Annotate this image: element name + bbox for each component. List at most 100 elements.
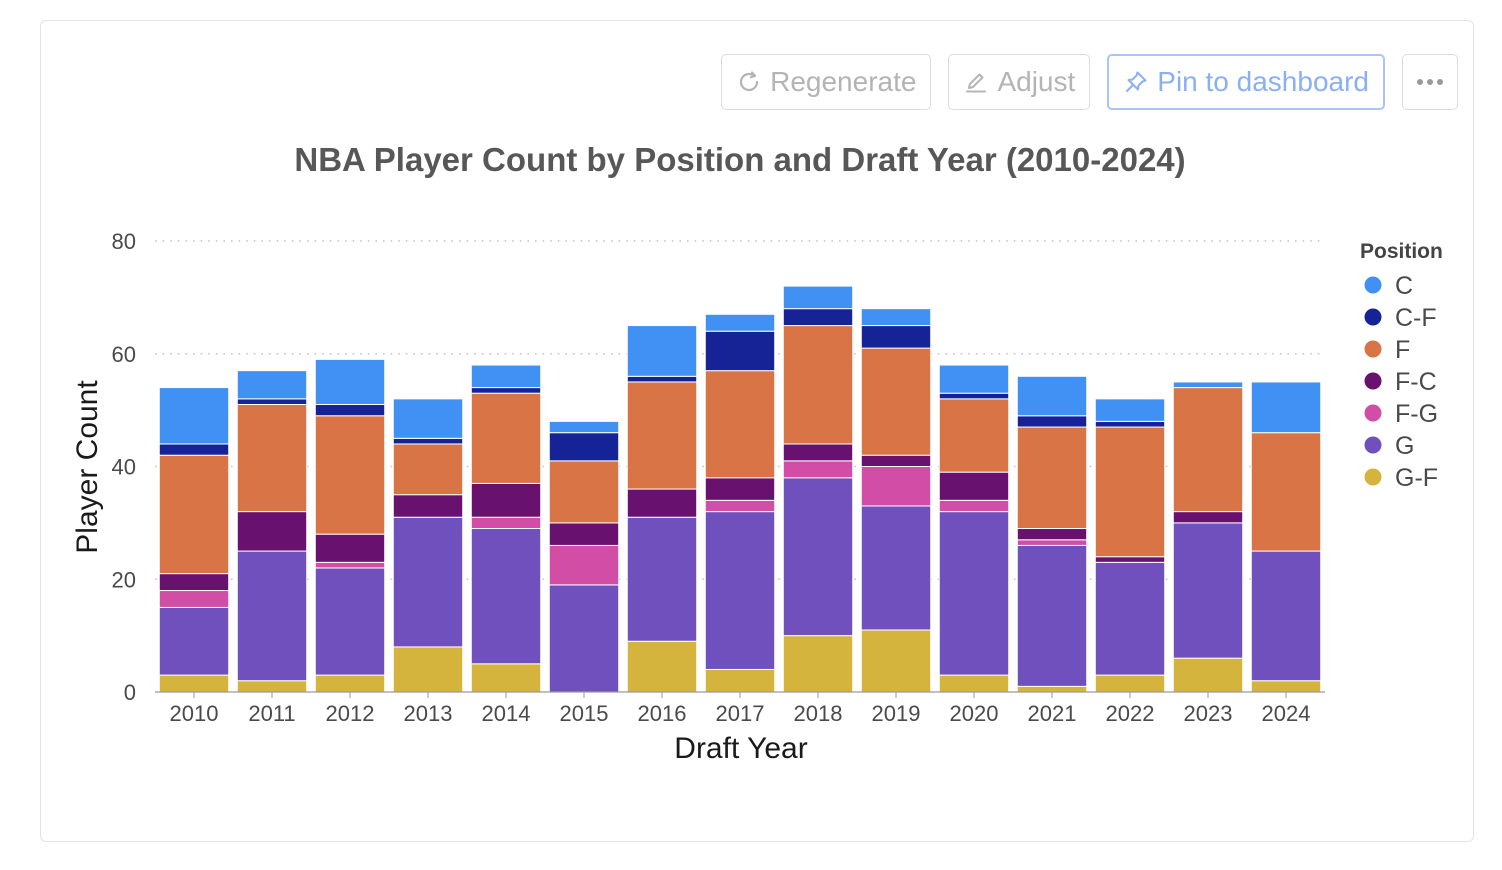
bar-segment-2018-F-C[interactable] [782, 443, 854, 462]
bar-segment-2014-F[interactable] [470, 392, 542, 484]
bar-segment-2022-C-F[interactable] [1094, 420, 1166, 428]
bar-segment-2013-F-C[interactable] [392, 494, 464, 518]
bar-segment-2020-F-G[interactable] [938, 499, 1010, 513]
bar-segment-2012-F-C[interactable] [314, 533, 386, 563]
bar-segment-2014-F-C[interactable] [470, 482, 542, 518]
bar-segment-2011-C-F[interactable] [236, 398, 308, 405]
bar-segment-2017-F-C[interactable] [704, 477, 776, 501]
bar-segment-2017-F-G[interactable] [704, 499, 776, 513]
bar-segment-2015-C-F[interactable] [548, 432, 620, 462]
bar-segment-2010-C-F[interactable] [158, 443, 230, 456]
bar-segment-2015-C[interactable] [548, 420, 620, 434]
bar-segment-2019-G[interactable] [860, 505, 932, 631]
bar-segment-2020-C-F[interactable] [938, 392, 1010, 400]
bar-segment-2019-F-G[interactable] [860, 466, 932, 507]
bar-segment-2020-C[interactable] [938, 364, 1010, 394]
bar-segment-2019-C-F[interactable] [860, 325, 932, 349]
bar-segment-2022-C[interactable] [1094, 398, 1166, 422]
bar-segment-2017-F[interactable] [704, 370, 776, 479]
bar-segment-2012-F-G[interactable] [314, 561, 386, 569]
bar-segment-2014-C[interactable] [470, 364, 542, 389]
bar-segment-2023-F[interactable] [1172, 387, 1244, 513]
bar-segment-2020-G-F[interactable] [938, 674, 1010, 693]
bar-segment-2019-F[interactable] [860, 347, 932, 456]
bar-segment-2022-F[interactable] [1094, 426, 1166, 558]
bar-segment-2013-G[interactable] [392, 516, 464, 648]
bar-segment-2013-G-F[interactable] [392, 646, 464, 693]
bar-segment-2018-C[interactable] [782, 285, 854, 310]
bar-segment-2024-G[interactable] [1250, 550, 1322, 682]
bar-segment-2011-G-F[interactable] [236, 680, 308, 693]
bar-segment-2022-F-C[interactable] [1094, 556, 1166, 563]
bar-segment-2012-G-F[interactable] [314, 674, 386, 693]
bar-segment-2023-F-C[interactable] [1172, 511, 1244, 524]
bar-segment-2024-G-F[interactable] [1250, 680, 1322, 693]
bar-segment-2015-F-G[interactable] [548, 544, 620, 586]
bar-segment-2019-F-C[interactable] [860, 454, 932, 468]
bar-segment-2021-F[interactable] [1016, 426, 1088, 530]
bar-segment-2018-C-F[interactable] [782, 308, 854, 327]
bar-segment-2014-G[interactable] [470, 528, 542, 665]
bar-segment-2013-C[interactable] [392, 398, 464, 439]
bar-segment-2014-G-F[interactable] [470, 663, 542, 693]
bar-segment-2022-G-F[interactable] [1094, 674, 1166, 693]
bar-segment-2016-G[interactable] [626, 516, 698, 642]
bar-segment-2010-F-C[interactable] [158, 573, 230, 592]
pin-to-dashboard-button[interactable]: Pin to dashboard [1107, 54, 1385, 110]
bar-segment-2020-F-C[interactable] [938, 471, 1010, 501]
bar-segment-2023-C[interactable] [1172, 381, 1244, 389]
bar-segment-2023-G[interactable] [1172, 522, 1244, 659]
bar-segment-2017-G-F[interactable] [704, 668, 776, 693]
bar-segment-2020-G[interactable] [938, 511, 1010, 676]
bar-segment-2016-F[interactable] [626, 381, 698, 490]
bar-segment-2018-G[interactable] [782, 477, 854, 637]
bar-segment-2018-G-F[interactable] [782, 635, 854, 693]
bar-segment-2021-F-G[interactable] [1016, 539, 1088, 546]
more-options-button[interactable] [1402, 54, 1458, 110]
bar-segment-2021-C[interactable] [1016, 375, 1088, 417]
bar-segment-2011-G[interactable] [236, 550, 308, 682]
bar-segment-2021-G[interactable] [1016, 544, 1088, 687]
regenerate-button[interactable]: Regenerate [721, 54, 932, 110]
bar-segment-2010-G[interactable] [158, 606, 230, 676]
bar-segment-2011-C[interactable] [236, 370, 308, 400]
bar-segment-2021-G-F[interactable] [1016, 685, 1088, 693]
bar-segment-2015-G[interactable] [548, 584, 620, 693]
bar-segment-2012-G[interactable] [314, 567, 386, 676]
bar-segment-2016-F-C[interactable] [626, 488, 698, 518]
bar-segment-2017-C-F[interactable] [704, 330, 776, 372]
bar-segment-2014-F-G[interactable] [470, 516, 542, 530]
legend-label-F: F [1395, 336, 1410, 364]
bar-segment-2015-F-C[interactable] [548, 522, 620, 546]
adjust-button[interactable]: Adjust [948, 54, 1091, 110]
bar-segment-2020-F[interactable] [938, 398, 1010, 473]
bar-segment-2017-C[interactable] [704, 313, 776, 332]
bar-segment-2011-F[interactable] [236, 403, 308, 513]
bar-segment-2010-F[interactable] [158, 454, 230, 575]
bar-segment-2010-F-G[interactable] [158, 590, 230, 608]
bar-segment-2010-C[interactable] [158, 387, 230, 445]
bar-segment-2013-C-F[interactable] [392, 437, 464, 445]
bar-segment-2015-F[interactable] [548, 460, 620, 524]
bar-segment-2012-C-F[interactable] [314, 403, 386, 417]
bar-segment-2018-F[interactable] [782, 325, 854, 445]
bar-segment-2010-G-F[interactable] [158, 674, 230, 693]
bar-segment-2019-C[interactable] [860, 308, 932, 327]
bar-segment-2018-F-G[interactable] [782, 460, 854, 479]
bar-segment-2012-C[interactable] [314, 358, 386, 405]
bar-segment-2017-G[interactable] [704, 511, 776, 670]
bar-segment-2016-C[interactable] [626, 325, 698, 377]
bar-segment-2011-F-C[interactable] [236, 511, 308, 552]
bar-segment-2012-F[interactable] [314, 415, 386, 535]
bar-segment-2021-F-C[interactable] [1016, 528, 1088, 541]
bar-segment-2014-C-F[interactable] [470, 387, 542, 394]
bar-segment-2019-G-F[interactable] [860, 629, 932, 693]
bar-segment-2022-G[interactable] [1094, 561, 1166, 676]
bar-segment-2024-C[interactable] [1250, 381, 1322, 434]
bar-segment-2021-C-F[interactable] [1016, 415, 1088, 428]
bar-segment-2016-C-F[interactable] [626, 375, 698, 383]
bar-segment-2024-F[interactable] [1250, 432, 1322, 552]
bar-segment-2016-G-F[interactable] [626, 640, 698, 693]
bar-segment-2013-F[interactable] [392, 443, 464, 496]
bar-segment-2023-G-F[interactable] [1172, 657, 1244, 693]
